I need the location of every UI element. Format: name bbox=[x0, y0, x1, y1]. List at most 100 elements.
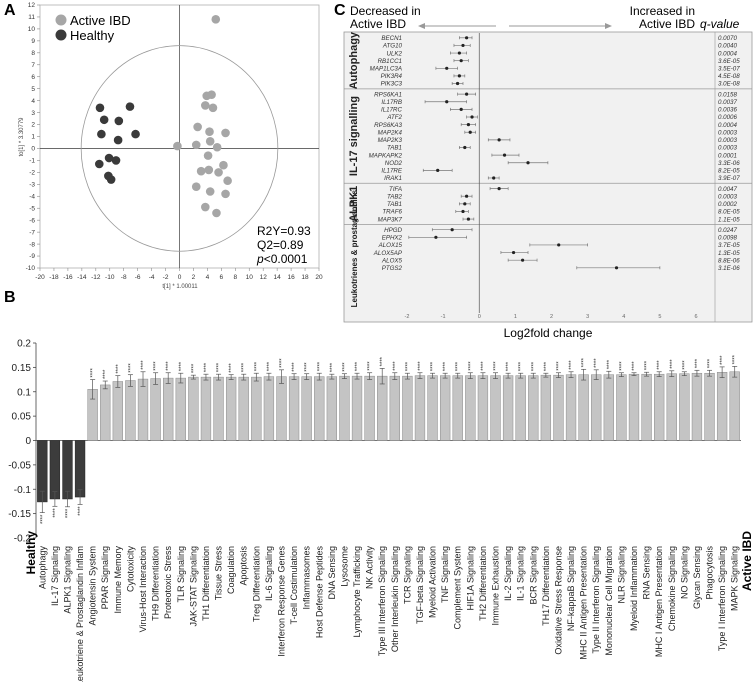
bar-significance-stars: **** bbox=[405, 361, 411, 371]
forest-qvalue: 3.0E-08 bbox=[718, 81, 740, 88]
bar bbox=[578, 374, 589, 441]
x-tick-label: -6 bbox=[135, 274, 141, 281]
bar-significance-stars: **** bbox=[204, 362, 210, 372]
y-tick-label: -6 bbox=[29, 217, 35, 224]
forest-point bbox=[459, 107, 463, 111]
forest-point bbox=[459, 59, 463, 63]
forest-qvalue: 0.0003 bbox=[718, 137, 737, 144]
scatter-point-active-ibd bbox=[221, 128, 230, 138]
forest-gene-label: PTGS2 bbox=[382, 265, 403, 272]
bar-category-label: TGF-beta Signaling bbox=[415, 546, 425, 624]
bar-significance-stars: **** bbox=[53, 508, 59, 518]
bar-category-label: Type I Interferon Signaling bbox=[717, 546, 727, 651]
forest-qvalue: 0.0247 bbox=[718, 227, 737, 234]
bar-y-tick-label: 0.05 bbox=[12, 412, 32, 423]
bar bbox=[163, 377, 174, 441]
forest-gene-label: HPGD bbox=[384, 227, 402, 234]
panel-a-scatter: -20 -18 -16 -14 -12 -10 -8 -6 -4 -2 0 2 4 6 8 10 12 14 16 1… bbox=[19, 2, 323, 290]
bar bbox=[62, 440, 73, 500]
bar bbox=[465, 375, 476, 441]
x-tick-label: 8 bbox=[233, 274, 237, 281]
bar-category-label: Inflammasomes bbox=[302, 546, 312, 610]
bar bbox=[225, 376, 237, 441]
bar-category-label: Myeloid Inflammation bbox=[629, 546, 639, 631]
forest-gene-label: MAP1LC3A bbox=[370, 65, 402, 72]
bar-significance-stars: **** bbox=[456, 361, 462, 371]
bar bbox=[200, 376, 212, 441]
x-tick-label: -12 bbox=[91, 274, 101, 281]
decreased-label-line2: Active IBD bbox=[350, 17, 406, 31]
x-tick-label: 0 bbox=[178, 274, 182, 281]
forest-gene-label: MAP3K7 bbox=[378, 216, 403, 223]
scatter-point-active-ibd bbox=[205, 127, 214, 137]
y-tick-label: -10 bbox=[26, 265, 36, 272]
scatter-point-healthy bbox=[131, 129, 140, 139]
bar-significance-stars: **** bbox=[128, 363, 134, 373]
bar-significance-stars: **** bbox=[531, 361, 537, 371]
forest-gene-label: RPS6KA3 bbox=[374, 122, 402, 129]
forest-point bbox=[470, 115, 474, 119]
bar-significance-stars: **** bbox=[569, 360, 575, 370]
bar-significance-stars: **** bbox=[355, 361, 361, 371]
scatter-stat-q2: Q2=0.89 bbox=[257, 238, 304, 252]
bar-category-label: IL-6 Signaling bbox=[264, 546, 274, 601]
scatter-point-active-ibd bbox=[201, 202, 210, 212]
forest-qvalue: 1.3E-05 bbox=[718, 250, 740, 257]
forest-qvalue: 0.0070 bbox=[718, 35, 737, 42]
bar-significance-stars: **** bbox=[91, 368, 97, 378]
bar-category-label: DNA Sensing bbox=[327, 546, 337, 600]
scatter-point-active-ibd bbox=[223, 176, 232, 186]
bar bbox=[276, 376, 287, 441]
bar-significance-stars: **** bbox=[65, 508, 71, 518]
bar-significance-stars: **** bbox=[708, 358, 714, 368]
forest-x-label: Log2fold change bbox=[504, 326, 593, 340]
bar-category-label: Immune Memory bbox=[113, 546, 123, 614]
forest-gene-label: NOD2 bbox=[385, 160, 403, 167]
forest-point bbox=[526, 161, 530, 165]
y-tick-label: -5 bbox=[29, 205, 35, 212]
qvalue-header: q-value bbox=[700, 17, 740, 31]
forest-x-tick-label: 4 bbox=[622, 314, 625, 320]
forest-gene-label: MAPKAPK2 bbox=[369, 152, 403, 159]
bar-significance-stars: **** bbox=[254, 361, 260, 371]
scatter-stat-r2y: R2Y=0.93 bbox=[257, 224, 311, 238]
y-tick-label: -2 bbox=[29, 170, 35, 177]
forest-point bbox=[461, 43, 465, 48]
forest-gene-label: ALOX15 bbox=[378, 242, 403, 249]
bar-significance-stars: **** bbox=[342, 362, 348, 372]
forest-gene-label: IL17RE bbox=[381, 168, 403, 175]
bar bbox=[591, 374, 602, 441]
bar bbox=[314, 376, 325, 441]
bar bbox=[175, 377, 186, 441]
forest-point bbox=[468, 130, 472, 134]
y-tick-label: 9 bbox=[31, 38, 35, 45]
bar bbox=[263, 376, 275, 441]
forest-gene-label: RPS6KA1 bbox=[374, 91, 402, 98]
forest-gene-label: MAP2K4 bbox=[378, 129, 403, 136]
bar-significance-stars: **** bbox=[494, 361, 500, 371]
y-tick-label: 6 bbox=[31, 74, 35, 81]
x-tick-label: -14 bbox=[77, 274, 87, 281]
bar-category-label: TCR Signaling bbox=[402, 546, 412, 604]
forest-gene-label: EPHX2 bbox=[382, 235, 403, 242]
x-tick-label: 16 bbox=[287, 274, 295, 281]
forest-gene-label: PIK3R4 bbox=[381, 73, 403, 80]
bar-category-label: Lymphocyte Trafficking bbox=[352, 546, 362, 638]
scatter-point-healthy bbox=[114, 116, 124, 126]
scatter-point-active-ibd bbox=[191, 140, 201, 150]
bar-category-label: HIF1A Signaling bbox=[465, 546, 475, 611]
scatter-point-active-ibd bbox=[193, 122, 202, 132]
forest-qvalue: 3.9E-07 bbox=[718, 175, 740, 182]
bar-category-label: Mononuclear Cell Migration bbox=[604, 546, 614, 656]
bar bbox=[364, 375, 375, 441]
forest-point bbox=[463, 145, 467, 150]
bar-category-label: Angiotensin System bbox=[88, 546, 98, 626]
scatter-point-healthy bbox=[125, 102, 135, 111]
bar bbox=[351, 375, 363, 441]
forest-qvalue: 8.2E-05 bbox=[718, 168, 740, 175]
bar-significance-stars: **** bbox=[594, 358, 600, 368]
bar-significance-stars: **** bbox=[229, 363, 235, 373]
forest-gene-label: TAB2 bbox=[387, 193, 403, 200]
bar-category-label: NK Activity bbox=[365, 546, 375, 590]
bar bbox=[389, 375, 400, 441]
